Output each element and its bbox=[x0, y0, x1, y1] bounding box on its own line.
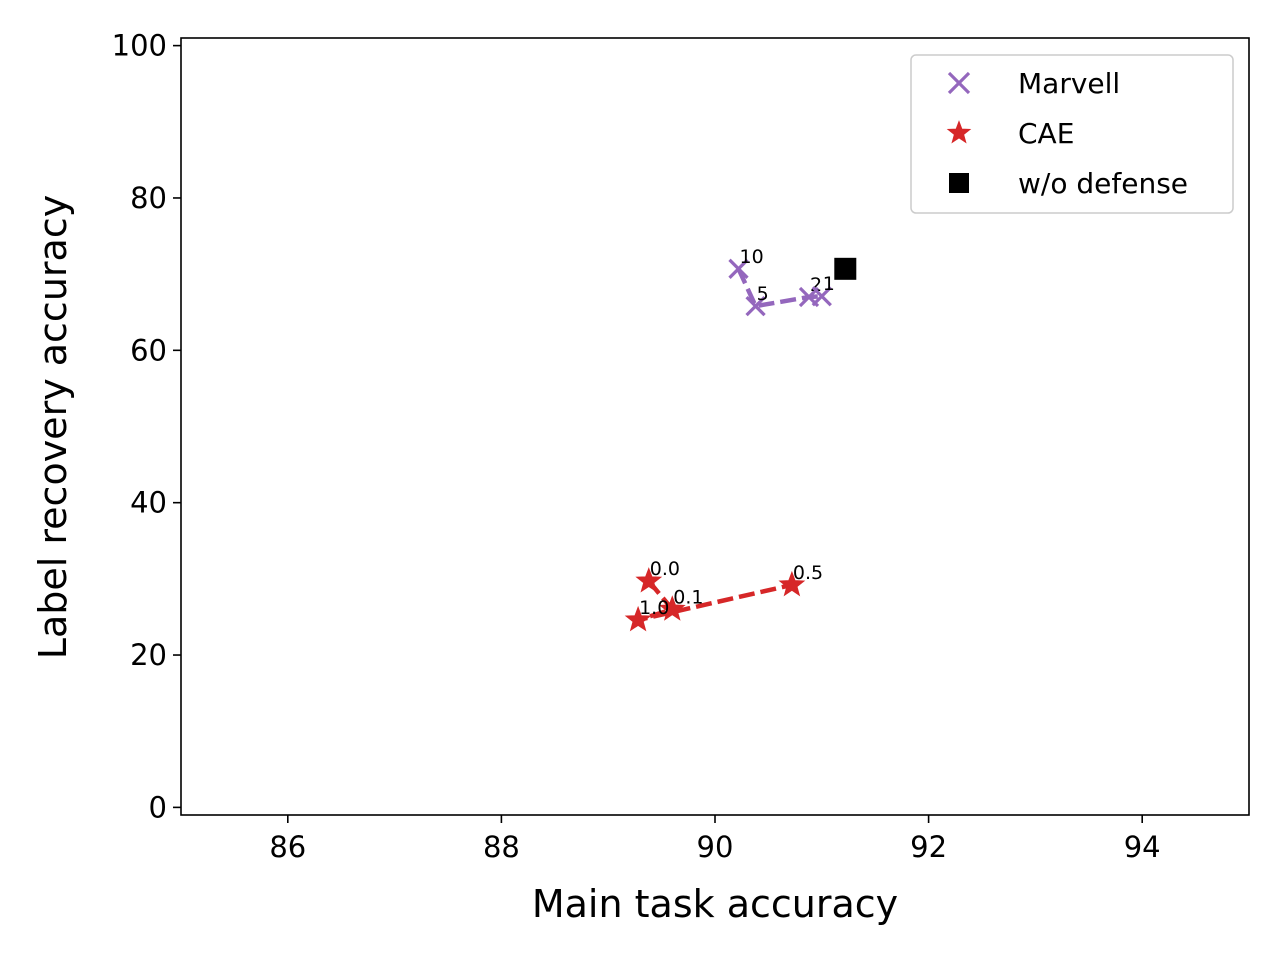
data-point bbox=[624, 605, 652, 632]
point-label: 0.1 bbox=[673, 586, 703, 608]
data-point bbox=[745, 296, 766, 317]
point-label: 5 bbox=[757, 283, 769, 305]
data-point bbox=[658, 595, 686, 621]
y-tick-label: 20 bbox=[130, 638, 167, 672]
legend-marker bbox=[947, 71, 971, 95]
series-line bbox=[637, 579, 793, 623]
legend-item: w/o defense bbox=[949, 167, 1188, 200]
legend-label: CAE bbox=[1018, 117, 1074, 150]
data-point-stroke-b bbox=[811, 286, 832, 307]
legend-box bbox=[910, 54, 1234, 214]
x-tick-label: 92 bbox=[910, 830, 947, 864]
legend-marker bbox=[946, 120, 972, 144]
point-label: 1.0 bbox=[639, 597, 669, 619]
data-point bbox=[778, 570, 806, 597]
series-w-o-defense bbox=[834, 257, 857, 280]
y-tick-label: 80 bbox=[130, 181, 167, 215]
series-marvell: 10 5 2 1 bbox=[728, 246, 835, 317]
x-tick-label: 86 bbox=[269, 830, 306, 864]
legend-label: w/o defense bbox=[1018, 167, 1188, 200]
x-axis: 86 88 90 92 94 bbox=[269, 815, 1161, 864]
legend-item: Marvell bbox=[947, 67, 1120, 100]
point-label: 10 bbox=[739, 246, 763, 268]
data-point bbox=[728, 258, 749, 279]
x-axis-label: Main task accuracy bbox=[532, 882, 898, 926]
legend-marker-stroke-b bbox=[947, 71, 971, 95]
x-tick-label: 94 bbox=[1124, 830, 1161, 864]
y-axis-label: Label recovery accuracy bbox=[31, 195, 75, 659]
legend: Marvell CAE w/o defense bbox=[910, 54, 1234, 214]
y-tick-label: 0 bbox=[149, 790, 167, 824]
point-label: 2 bbox=[810, 274, 822, 296]
legend-item: CAE bbox=[946, 117, 1074, 150]
series-cae: 0.0 0.11.0 0.5 bbox=[624, 558, 823, 632]
data-point bbox=[811, 286, 832, 307]
data-point-stroke-b bbox=[728, 258, 749, 279]
point-label: 1 bbox=[823, 273, 835, 295]
point-label: 0.5 bbox=[793, 562, 823, 584]
data-point bbox=[834, 257, 857, 280]
y-tick-label: 40 bbox=[130, 486, 167, 520]
chart-marks: 10 5 2 1 0.0 0.11.0 0.5 bbox=[624, 246, 857, 632]
point-label: 0.0 bbox=[650, 558, 680, 580]
data-point-stroke-b bbox=[745, 296, 766, 317]
legend-marker bbox=[949, 173, 969, 193]
y-tick-label: 100 bbox=[112, 29, 167, 63]
y-tick-label: 60 bbox=[130, 333, 167, 367]
series-line bbox=[736, 267, 822, 309]
y-axis: 0 20 40 60 80 100 bbox=[112, 29, 181, 824]
legend-label: Marvell bbox=[1018, 67, 1120, 100]
x-tick-label: 90 bbox=[697, 830, 734, 864]
x-tick-label: 88 bbox=[483, 830, 520, 864]
data-point bbox=[635, 567, 663, 593]
